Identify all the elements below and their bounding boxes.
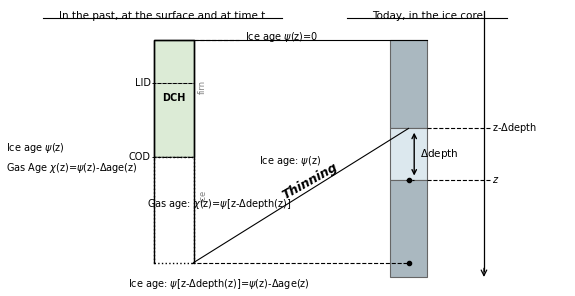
Text: Gas Age $\chi$(z)=$\psi$(z)-$\Delta$age(z): Gas Age $\chi$(z)=$\psi$(z)-$\Delta$age(…	[6, 161, 137, 176]
Text: COD: COD	[129, 152, 151, 162]
Text: Gas age: $\chi$(z)=$\psi$[z-$\Delta$depth(z)]: Gas age: $\chi$(z)=$\psi$[z-$\Delta$dept…	[147, 197, 292, 211]
Text: LID: LID	[135, 78, 151, 88]
Text: z: z	[493, 175, 497, 185]
Bar	[390, 128, 427, 180]
Text: Ice age $\psi$(z): Ice age $\psi$(z)	[6, 141, 64, 155]
Bar	[154, 157, 194, 263]
Bar	[390, 180, 427, 277]
Text: z-$\Delta$depth: z-$\Delta$depth	[493, 121, 538, 136]
Text: Ice age: $\psi$(z): Ice age: $\psi$(z)	[259, 155, 321, 168]
Text: Ice age $\psi$(z)=0: Ice age $\psi$(z)=0	[245, 30, 318, 44]
Text: Thinning: Thinning	[279, 160, 340, 202]
Bar	[154, 40, 194, 157]
Bar	[390, 40, 427, 128]
Text: ice: ice	[198, 189, 207, 202]
Text: Ice age: $\psi$[z-$\Delta$depth(z)]=$\psi$(z)-$\Delta$age(z): Ice age: $\psi$[z-$\Delta$depth(z)]=$\ps…	[128, 277, 310, 291]
Text: Today, in the ice core: Today, in the ice core	[371, 11, 482, 21]
Text: DCH: DCH	[162, 94, 185, 103]
Text: firn: firn	[198, 80, 207, 94]
Text: In the past, at the surface and at time t: In the past, at the surface and at time …	[59, 11, 265, 21]
Text: $\Delta$depth: $\Delta$depth	[420, 147, 458, 161]
